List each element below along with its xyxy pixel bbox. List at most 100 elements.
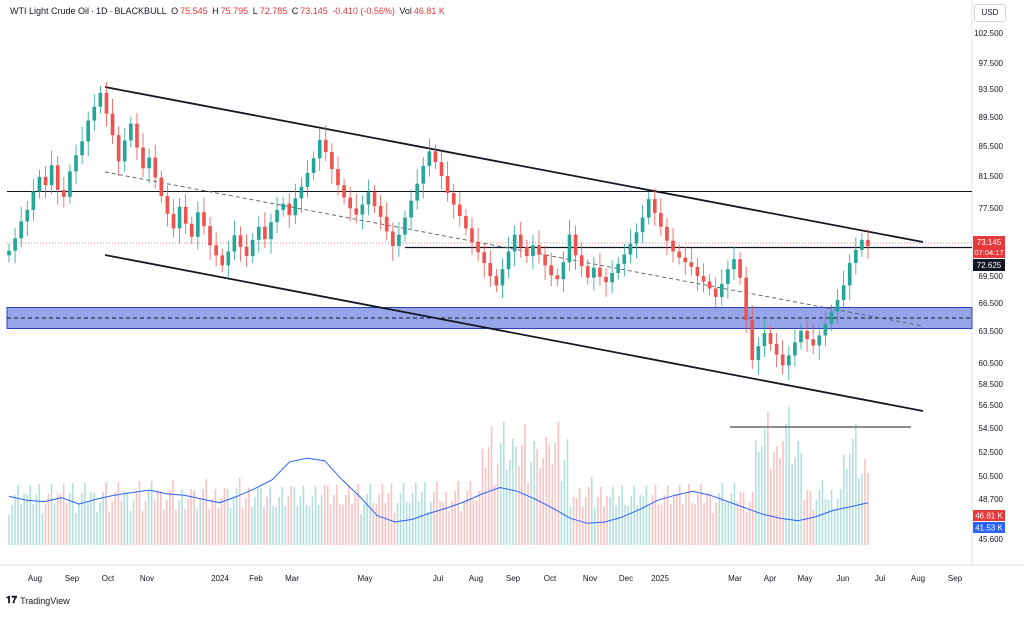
volume-bar	[153, 500, 156, 545]
volume-bar	[836, 499, 839, 545]
volume-bar	[396, 503, 399, 545]
volume-bar	[499, 443, 502, 545]
level-badge-value: 72.625	[977, 261, 1002, 270]
candle-body	[147, 157, 151, 169]
volume-bar	[466, 491, 469, 545]
open-label: O	[171, 6, 179, 16]
volume-bar	[78, 503, 80, 545]
candle-body	[518, 234, 523, 247]
channel-lower-line[interactable]	[104, 254, 924, 412]
volume-bar	[345, 495, 347, 545]
time-tick-label: Mar	[728, 574, 742, 583]
volume-bar	[791, 464, 793, 545]
time-tick-label: Nov	[583, 574, 597, 583]
volume-bar	[575, 498, 578, 545]
volume-bar	[615, 506, 617, 545]
volume-bar	[642, 496, 645, 545]
volume-bar	[672, 494, 675, 545]
volume-bar	[469, 481, 472, 545]
symbol-name[interactable]: WTI Light Crude Oil	[10, 6, 90, 16]
candle-body	[677, 251, 681, 258]
volume-bar	[281, 487, 283, 545]
currency-button[interactable]: USD	[974, 4, 1006, 22]
volume-bar	[190, 489, 192, 545]
tradingview-brand[interactable]: 𝟏𝟕 TradingView	[6, 595, 70, 606]
volume-bar	[408, 503, 411, 545]
volume-bar	[293, 487, 296, 545]
volume-bar	[779, 458, 781, 545]
time-axis[interactable]: Aug Sep Oct Nov 2024 Feb Mar May Jul Aug Sep Oct Nov…	[28, 574, 963, 583]
volume-bar	[636, 505, 639, 545]
candle-body	[537, 245, 541, 255]
volume-bar	[144, 501, 147, 545]
volume-bar	[736, 502, 739, 545]
candle-body	[293, 198, 298, 216]
volume-bar	[299, 496, 302, 545]
candle-body	[470, 228, 474, 243]
volume-bar	[196, 509, 198, 545]
volume-bar	[59, 494, 62, 545]
volume-bar	[135, 491, 138, 545]
time-tick-label: Feb	[249, 574, 263, 583]
volume-bar	[709, 494, 711, 545]
price-tick-label: 48.700	[979, 495, 1004, 504]
volume-bar	[633, 486, 636, 545]
candle-body	[342, 185, 346, 198]
volume-bar	[682, 504, 684, 545]
price-tick-label: 102.500	[974, 29, 1003, 38]
volume-bar	[308, 506, 311, 545]
candle-body	[263, 226, 267, 240]
candle-body	[732, 259, 736, 270]
volume-bar	[454, 491, 456, 545]
volume-bar	[754, 440, 757, 545]
candle-body	[488, 263, 493, 277]
candle-body	[49, 165, 54, 186]
volume-bar	[402, 483, 405, 545]
candle-body	[464, 216, 468, 229]
interval-label[interactable]: 1D	[96, 6, 108, 16]
candle-body	[689, 262, 694, 267]
volume-bar	[387, 493, 390, 545]
channel-upper-line[interactable]	[104, 86, 924, 243]
volume-bar	[375, 504, 378, 545]
candle-body	[445, 176, 450, 193]
price-tick-label: 93.500	[979, 85, 1004, 94]
candle-body	[695, 266, 700, 277]
candle-body	[43, 176, 48, 186]
volume-bar	[147, 491, 150, 545]
volume-bar	[360, 514, 362, 545]
price-tick-label: 45.600	[979, 535, 1004, 544]
candle-body	[683, 257, 688, 263]
volume-bar	[414, 483, 417, 545]
price-axis[interactable]: 102.500 97.500 93.500 89.500 85.500 81.500 77.…	[974, 29, 1003, 544]
volume-bar	[478, 491, 481, 545]
volume-bar	[669, 504, 672, 545]
volume-bar	[782, 441, 784, 545]
candle-body	[616, 263, 621, 274]
close-label: C	[291, 6, 299, 16]
candle-body	[360, 204, 365, 215]
candle-body	[585, 266, 590, 278]
price-tick-label: 85.500	[979, 142, 1004, 151]
volume-bar	[202, 489, 205, 545]
candle-body	[153, 157, 158, 178]
volume-bar	[767, 412, 769, 545]
candle-body	[397, 234, 401, 247]
candle-body	[634, 232, 639, 244]
volume-bar	[606, 496, 608, 545]
candle-body	[713, 288, 718, 297]
volume-bar	[536, 449, 538, 545]
volume-bar	[715, 503, 718, 545]
volume-bar	[399, 493, 402, 545]
candle-body	[305, 172, 310, 187]
candle-body	[159, 177, 164, 197]
volume-bar	[65, 503, 68, 545]
volume-bar	[487, 447, 490, 545]
candle-body	[543, 254, 547, 266]
high-value: 75.795	[220, 6, 249, 16]
candle-body	[525, 246, 529, 257]
candle-body	[275, 209, 279, 223]
volume-bar	[390, 483, 393, 545]
